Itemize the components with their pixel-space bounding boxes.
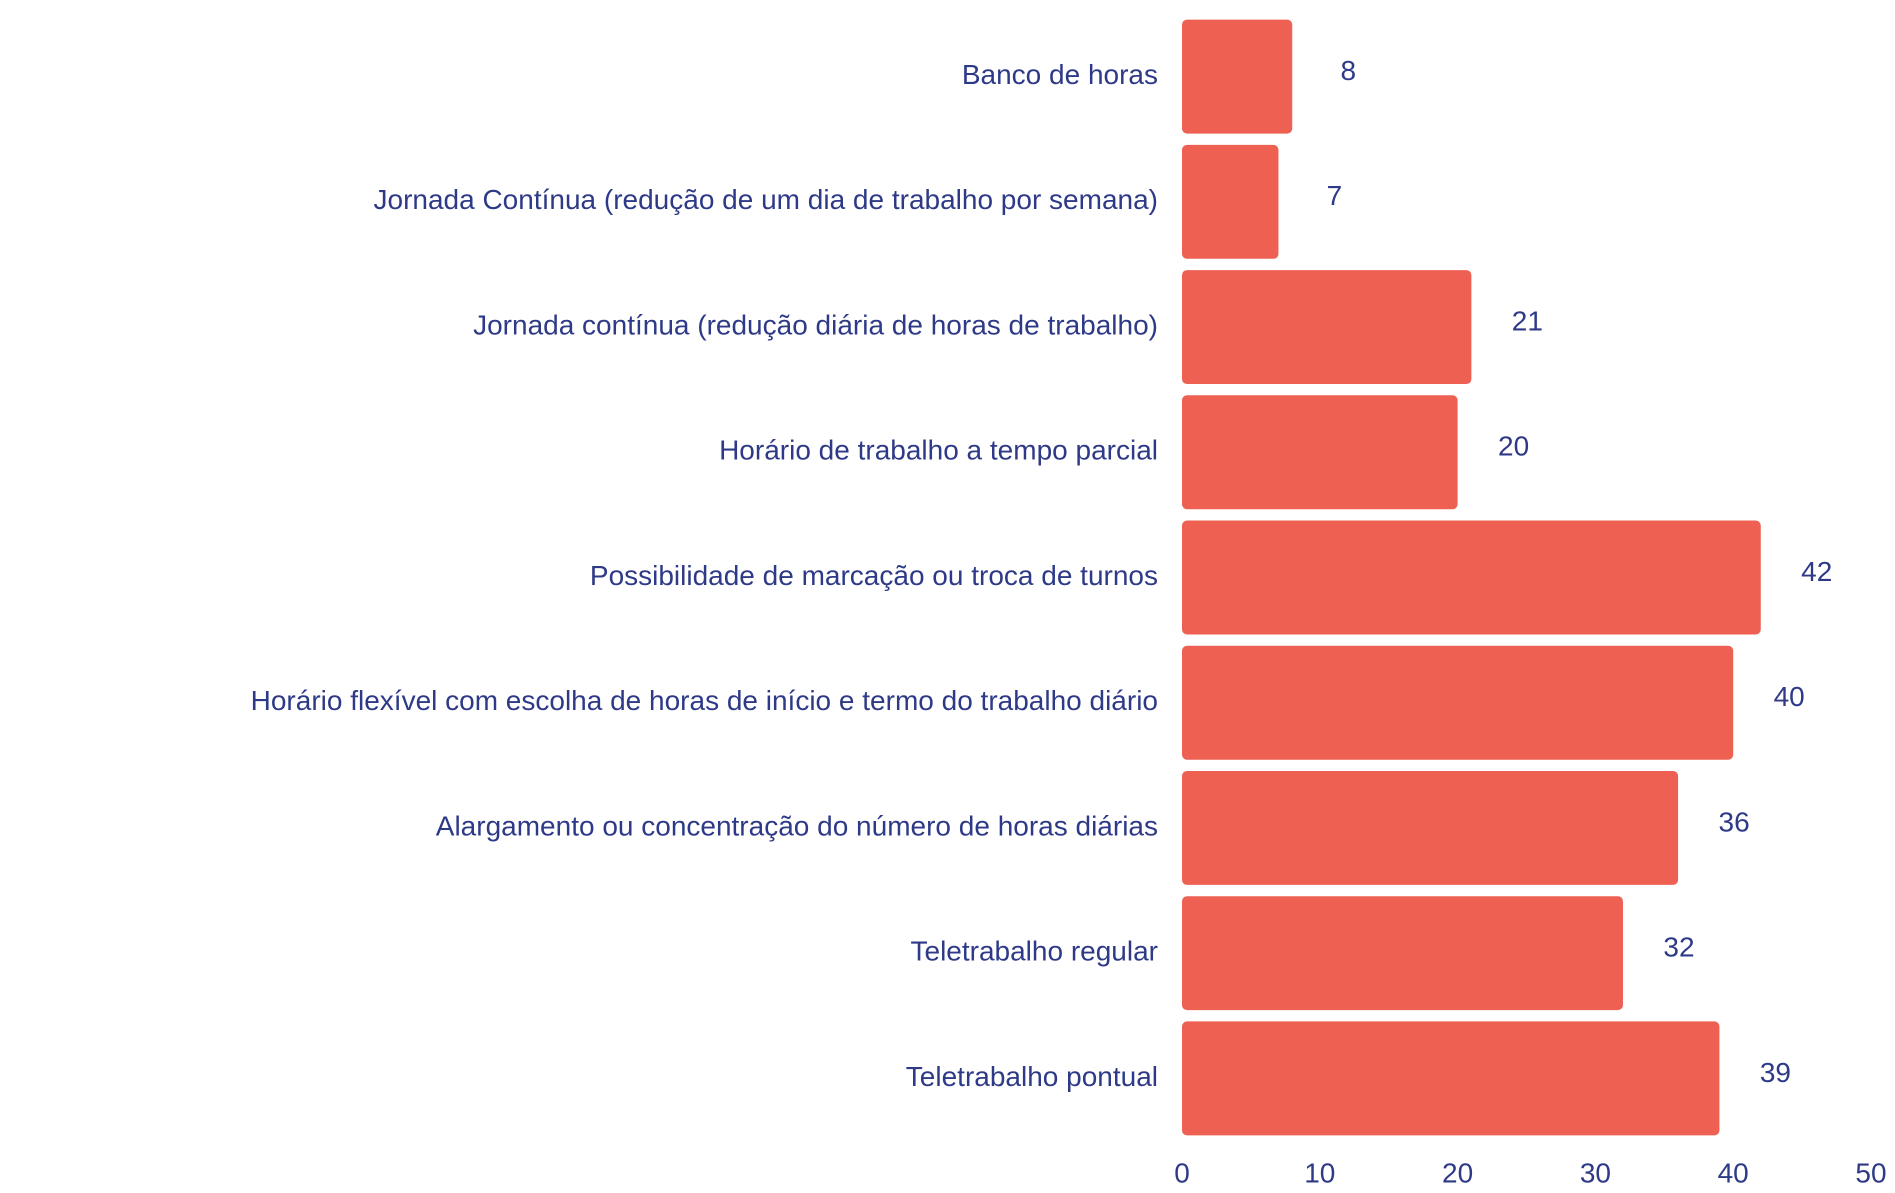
value-label: 42 bbox=[1801, 556, 1832, 587]
y-tick-label: Alargamento ou concentração do número de… bbox=[436, 810, 1158, 841]
value-label: 21 bbox=[1512, 305, 1543, 336]
y-tick-label: Possibilidade de marcação ou troca de tu… bbox=[590, 560, 1158, 591]
value-label: 39 bbox=[1760, 1057, 1791, 1088]
value-label: 40 bbox=[1774, 681, 1805, 712]
x-tick-label: 40 bbox=[1718, 1157, 1749, 1188]
x-tick-label: 0 bbox=[1174, 1157, 1190, 1188]
value-label: 32 bbox=[1663, 932, 1694, 963]
bar bbox=[1182, 520, 1761, 635]
x-tick-label: 20 bbox=[1442, 1157, 1473, 1188]
y-tick-label: Horário flexível com escolha de horas de… bbox=[251, 685, 1158, 716]
bar bbox=[1182, 1021, 1720, 1136]
value-label: 8 bbox=[1340, 55, 1356, 86]
y-tick-label: Teletrabalho regular bbox=[911, 936, 1159, 967]
y-tick-label: Horário de trabalho a tempo parcial bbox=[719, 435, 1158, 466]
value-label: 20 bbox=[1498, 431, 1529, 462]
bar bbox=[1182, 270, 1472, 385]
value-label: 36 bbox=[1719, 806, 1750, 837]
bar bbox=[1182, 645, 1734, 760]
y-tick-label: Jornada Contínua (redução de um dia de t… bbox=[374, 184, 1159, 215]
y-tick-label: Banco de horas bbox=[962, 59, 1158, 90]
bar bbox=[1182, 144, 1279, 259]
bar bbox=[1182, 896, 1623, 1011]
value-label: 7 bbox=[1327, 180, 1343, 211]
x-tick-label: 50 bbox=[1855, 1157, 1886, 1188]
bar bbox=[1182, 770, 1679, 885]
bar bbox=[1182, 395, 1458, 510]
x-tick-label: 10 bbox=[1304, 1157, 1335, 1188]
y-tick-label: Teletrabalho pontual bbox=[906, 1061, 1158, 1092]
x-tick-label: 30 bbox=[1580, 1157, 1611, 1188]
bar bbox=[1182, 19, 1293, 134]
y-tick-label: Jornada contínua (redução diária de hora… bbox=[473, 309, 1158, 340]
